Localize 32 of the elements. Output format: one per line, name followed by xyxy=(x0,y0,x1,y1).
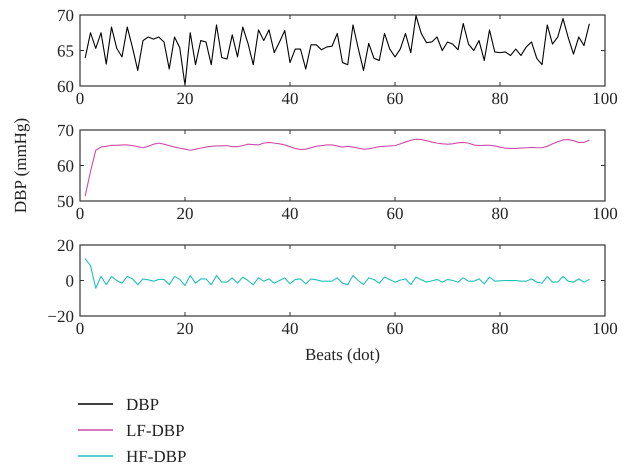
y-tick-label: 60 xyxy=(57,156,74,176)
x-tick-label: 100 xyxy=(592,204,618,223)
x-tick-label: 80 xyxy=(492,89,508,108)
x-axis-title: Beats (dot) xyxy=(304,345,380,364)
line-series xyxy=(84,15,590,86)
y-tick-label: 70 xyxy=(57,6,74,25)
x-tick-label: 80 xyxy=(492,319,508,338)
legend-label: LF-DBP xyxy=(126,421,185,440)
x-tick-label: 20 xyxy=(176,204,194,223)
x-tick-label: 60 xyxy=(386,204,404,223)
line-series xyxy=(84,138,590,196)
x-tick-label: 80 xyxy=(492,204,508,223)
y-tick-label: 0 xyxy=(66,272,74,290)
y-tick-label: 50 xyxy=(57,192,74,211)
x-tick-label: 60 xyxy=(386,319,404,338)
legend-label: HF-DBP xyxy=(126,447,186,466)
x-tick-label: 60 xyxy=(386,89,404,108)
y-axis-title: DBP (mmHg) xyxy=(11,118,30,214)
x-tick-label: 100 xyxy=(592,89,618,108)
y-tick-label: 60 xyxy=(57,77,74,96)
legend-label: DBP xyxy=(126,395,160,414)
y-tick-label: 20 xyxy=(57,236,74,255)
x-tick-label: 20 xyxy=(176,89,194,108)
line-series xyxy=(84,258,590,289)
x-tick-label: 40 xyxy=(282,89,298,108)
x-tick-label: 40 xyxy=(282,319,298,338)
y-tick-label: −20 xyxy=(47,307,74,326)
x-tick-label: 100 xyxy=(592,319,618,338)
y-tick-label: 70 xyxy=(57,121,74,140)
x-tick-label: 20 xyxy=(176,319,194,338)
y-tick-label: 65 xyxy=(57,42,74,60)
x-tick-label: 40 xyxy=(282,204,298,223)
